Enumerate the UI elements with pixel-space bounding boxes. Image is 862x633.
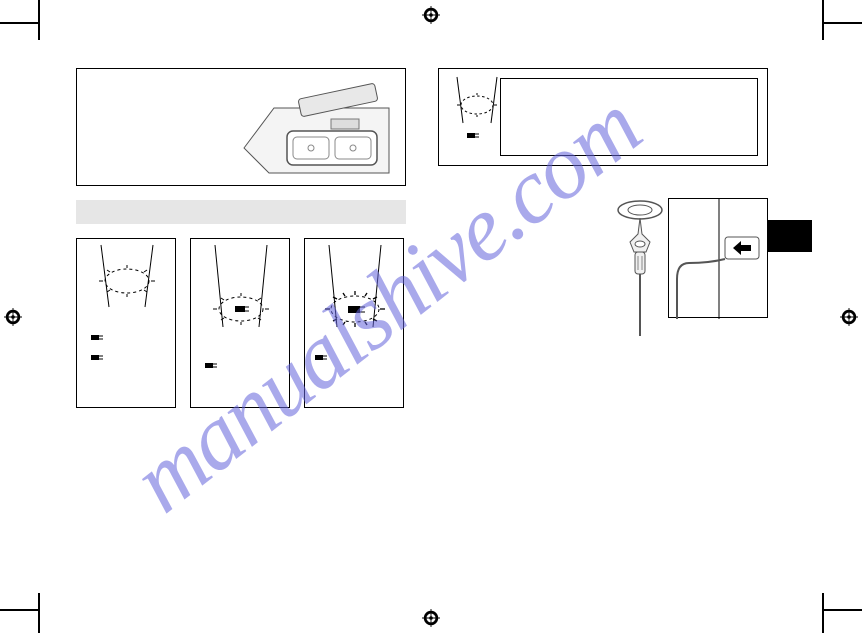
crop-mark xyxy=(824,609,862,611)
battery-compartment-figure xyxy=(76,68,406,186)
crop-mark xyxy=(824,22,862,24)
crop-mark xyxy=(38,593,40,633)
indicator-icon xyxy=(305,239,405,409)
section-header-bar xyxy=(76,200,406,224)
indicator-icon xyxy=(447,75,507,165)
charge-state-figure-3 xyxy=(304,238,404,408)
crop-mark xyxy=(0,22,38,24)
registration-mark-icon xyxy=(422,609,440,627)
crop-mark xyxy=(822,593,824,633)
note-box xyxy=(500,78,758,156)
charge-state-figure-2 xyxy=(190,238,290,408)
indicator-icon xyxy=(77,239,177,409)
battery-icon xyxy=(239,73,399,181)
crop-mark xyxy=(822,0,824,40)
registration-mark-icon xyxy=(422,6,440,24)
page-tab xyxy=(768,220,812,252)
power-cord-icon xyxy=(610,198,670,338)
crop-mark xyxy=(38,0,40,40)
registration-mark-icon xyxy=(4,308,22,326)
indicator-icon xyxy=(191,239,291,409)
page-spread xyxy=(70,50,792,583)
registration-mark-icon xyxy=(840,308,858,326)
plug-outlet-icon xyxy=(669,199,769,319)
wall-plug-figure xyxy=(668,198,768,318)
charge-state-figure-1 xyxy=(76,238,176,408)
crop-mark xyxy=(0,609,38,611)
